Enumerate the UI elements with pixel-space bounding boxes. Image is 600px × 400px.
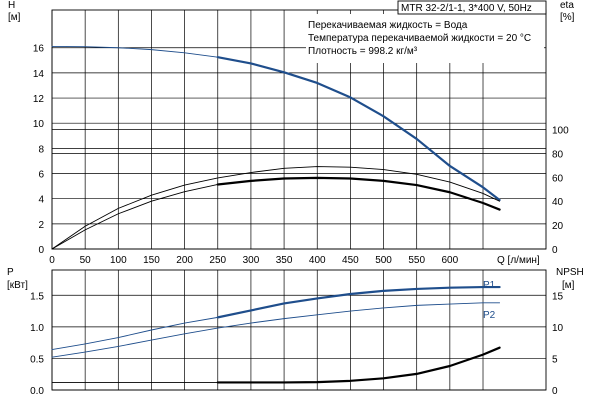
right-tick-label: 40 <box>552 197 564 208</box>
right-tick-label: 0 <box>552 245 558 256</box>
x-tick-label: 400 <box>309 255 326 266</box>
left-tick-label: 6 <box>38 170 44 181</box>
title-box <box>397 0 547 15</box>
right-tick-label: 80 <box>552 149 564 160</box>
curve-p2 <box>51 302 501 358</box>
eta-axis-label: eta <box>560 0 574 11</box>
curves <box>51 46 501 384</box>
left-tick-label: 8 <box>38 144 44 155</box>
right-tick-label: 60 <box>552 173 564 184</box>
p-axis-label: P <box>7 267 14 278</box>
left-tick-label: 16 <box>33 44 45 55</box>
annotation-density: Плотность = 998.2 кг/м³ <box>308 46 418 57</box>
x-tick-label: 150 <box>143 255 160 266</box>
left-tick-label: 4 <box>38 195 44 206</box>
curve-head-thick <box>216 56 501 202</box>
right-tick-label: 0 <box>552 386 558 397</box>
h-axis-label: H <box>8 0 15 11</box>
top-ticks: 0 50 100 150 200 250 300 350 400 450 500 550 6000246… <box>33 44 569 266</box>
x-tick-label: 50 <box>80 255 92 266</box>
curve-p1-thick <box>216 285 501 319</box>
left-tick-label: 0 <box>38 245 44 256</box>
left-tick-label: 2 <box>38 220 44 231</box>
left-tick-label: 0.0 <box>30 386 44 397</box>
info-box <box>306 14 544 63</box>
npsh-axis-label: NPSH <box>556 267 584 278</box>
legend-p1: P1 <box>483 280 496 291</box>
left-tick-label: 12 <box>33 94 45 105</box>
x-tick-label: 550 <box>408 255 425 266</box>
curve-npsh-thick <box>216 346 501 384</box>
left-tick-label: 10 <box>33 119 45 130</box>
x-tick-label: 200 <box>176 255 193 266</box>
x-tick-label: 500 <box>375 255 392 266</box>
x-tick-label: 450 <box>342 255 359 266</box>
left-tick-label: 14 <box>33 69 45 80</box>
p-axis-unit: [кВт] <box>7 280 28 291</box>
curve-head-thin <box>51 46 219 58</box>
right-tick-label: 15 <box>552 291 564 302</box>
q-axis-label: Q [л/мин] <box>497 255 540 266</box>
annotation-temperature: Температура перекачиваемой жидкости = 20… <box>308 33 531 44</box>
x-tick-label: 300 <box>243 255 260 266</box>
x-tick-label: 0 <box>49 255 55 266</box>
right-tick-label: 100 <box>552 126 569 137</box>
bottom-ticks: 0.0 0.5 1.0 1.5 0 5 10 15 <box>30 291 563 397</box>
left-tick-label: 0.5 <box>30 354 44 365</box>
curve-eta-upper <box>51 166 501 250</box>
legend-p2: P2 <box>483 310 496 321</box>
x-tick-label: 100 <box>110 255 127 266</box>
left-tick-label: 1.5 <box>30 291 44 302</box>
eta-axis-unit: [%] <box>560 12 575 23</box>
h-axis-unit: [м] <box>8 12 21 23</box>
right-tick-label: 5 <box>552 354 558 365</box>
curve-eta-lower <box>51 184 219 250</box>
left-tick-label: 1.0 <box>30 323 44 334</box>
chart-title: MTR 32-2/1-1, 3*400 V, 50Hz <box>401 3 532 14</box>
right-tick-label: 20 <box>552 221 564 232</box>
x-tick-label: 600 <box>442 255 459 266</box>
x-tick-label: 350 <box>276 255 293 266</box>
bottom-plot-frame <box>51 269 547 391</box>
annotation-liquid: Перекачиваемая жидкость = Вода <box>308 20 468 31</box>
npsh-axis-unit: [м] <box>562 280 575 291</box>
curve-eta-lower-thick <box>216 176 501 211</box>
top-plot-frame <box>51 9 547 250</box>
right-tick-label: 10 <box>552 323 564 334</box>
curve-p1-thin <box>51 316 219 351</box>
x-tick-label: 250 <box>209 255 226 266</box>
